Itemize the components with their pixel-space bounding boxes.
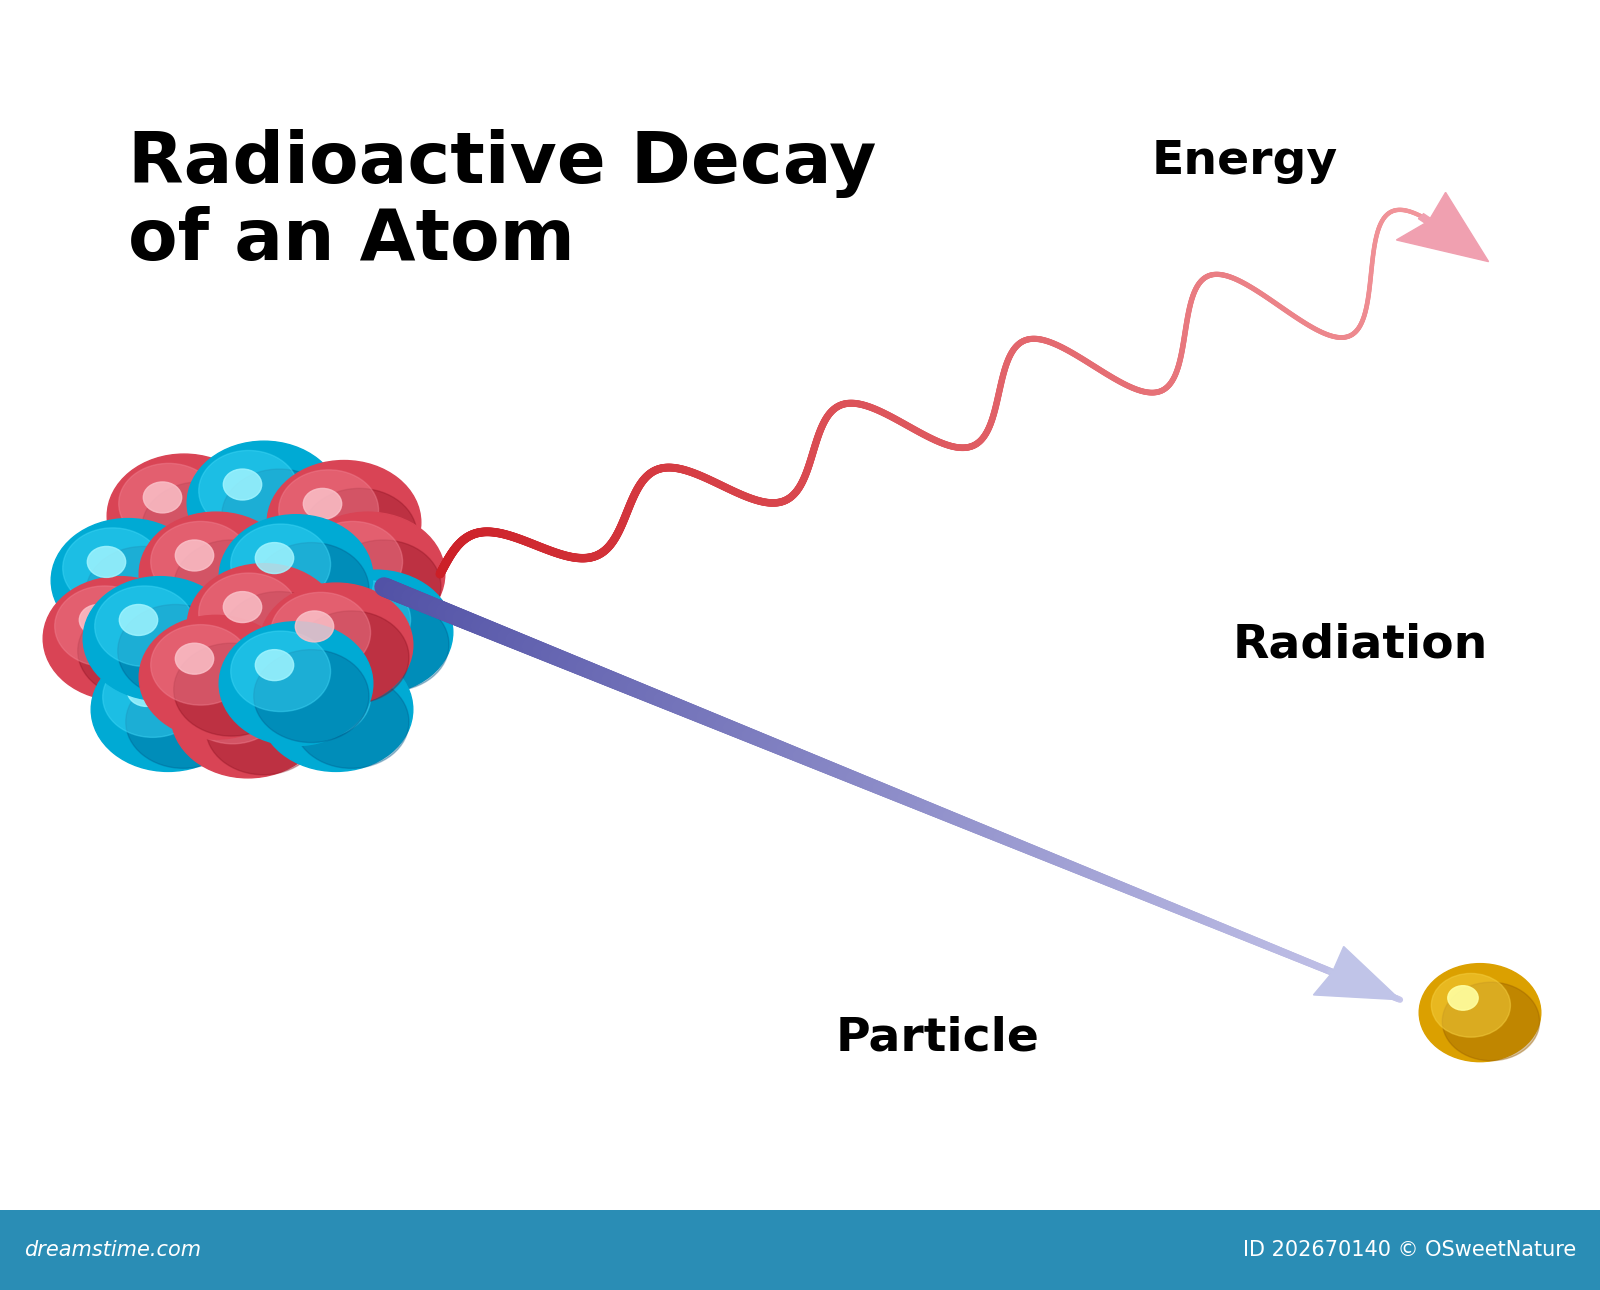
Circle shape — [1448, 986, 1478, 1010]
Text: dreamstime.com: dreamstime.com — [24, 1240, 202, 1260]
Circle shape — [118, 463, 219, 544]
Circle shape — [222, 470, 338, 562]
Circle shape — [62, 528, 163, 609]
Circle shape — [174, 644, 290, 737]
Circle shape — [187, 441, 341, 565]
Circle shape — [1442, 982, 1539, 1060]
Circle shape — [334, 599, 450, 691]
Circle shape — [296, 676, 334, 707]
Circle shape — [126, 676, 242, 769]
Circle shape — [294, 676, 410, 769]
Circle shape — [88, 547, 126, 578]
Text: ID 202670140 © OSweetNature: ID 202670140 © OSweetNature — [1243, 1240, 1576, 1260]
Circle shape — [256, 543, 294, 574]
Circle shape — [187, 564, 341, 688]
Text: Radioactive Decay
of an Atom: Radioactive Decay of an Atom — [128, 129, 877, 275]
Circle shape — [336, 599, 374, 630]
Circle shape — [222, 592, 338, 685]
Circle shape — [326, 541, 442, 633]
Circle shape — [230, 524, 331, 605]
Circle shape — [219, 622, 373, 746]
Circle shape — [144, 482, 182, 513]
Circle shape — [304, 489, 342, 520]
Circle shape — [1432, 974, 1510, 1037]
Text: Radiation: Radiation — [1232, 623, 1488, 667]
Circle shape — [256, 650, 294, 681]
Circle shape — [198, 573, 299, 654]
Circle shape — [171, 654, 325, 778]
Circle shape — [224, 592, 262, 623]
Circle shape — [259, 583, 413, 707]
Circle shape — [120, 605, 158, 636]
FancyArrow shape — [1397, 192, 1488, 262]
Circle shape — [107, 454, 261, 578]
Circle shape — [294, 611, 410, 704]
Bar — [0, 1210, 1600, 1290]
Circle shape — [51, 519, 205, 642]
Circle shape — [182, 663, 283, 744]
Circle shape — [94, 586, 195, 667]
Circle shape — [174, 541, 290, 633]
Circle shape — [86, 547, 202, 640]
Circle shape — [139, 615, 293, 739]
Circle shape — [299, 570, 453, 694]
Circle shape — [310, 579, 411, 660]
Circle shape — [208, 682, 246, 713]
Circle shape — [102, 657, 203, 738]
Circle shape — [302, 489, 418, 582]
Circle shape — [278, 470, 379, 551]
Circle shape — [80, 605, 118, 636]
Circle shape — [91, 648, 245, 771]
Circle shape — [118, 605, 234, 698]
Circle shape — [78, 605, 194, 698]
Circle shape — [150, 521, 251, 602]
Circle shape — [291, 512, 445, 636]
Circle shape — [54, 586, 155, 667]
Circle shape — [128, 676, 166, 707]
Circle shape — [270, 592, 371, 673]
Text: Particle: Particle — [837, 1017, 1040, 1060]
Text: Energy: Energy — [1152, 139, 1338, 183]
Circle shape — [176, 644, 214, 675]
Circle shape — [296, 611, 334, 642]
Circle shape — [328, 541, 366, 571]
Circle shape — [43, 577, 197, 700]
Circle shape — [302, 521, 403, 602]
FancyArrow shape — [1314, 947, 1400, 1000]
Circle shape — [139, 512, 293, 636]
Circle shape — [259, 648, 413, 771]
Circle shape — [254, 543, 370, 636]
Circle shape — [142, 482, 258, 575]
Circle shape — [206, 682, 322, 775]
Circle shape — [219, 515, 373, 639]
Circle shape — [230, 631, 331, 712]
Circle shape — [270, 657, 371, 738]
Circle shape — [1419, 964, 1541, 1062]
Circle shape — [224, 470, 262, 501]
Circle shape — [254, 650, 370, 743]
Circle shape — [83, 577, 237, 700]
Circle shape — [176, 541, 214, 571]
Circle shape — [267, 461, 421, 584]
Circle shape — [198, 450, 299, 531]
Circle shape — [150, 624, 251, 706]
